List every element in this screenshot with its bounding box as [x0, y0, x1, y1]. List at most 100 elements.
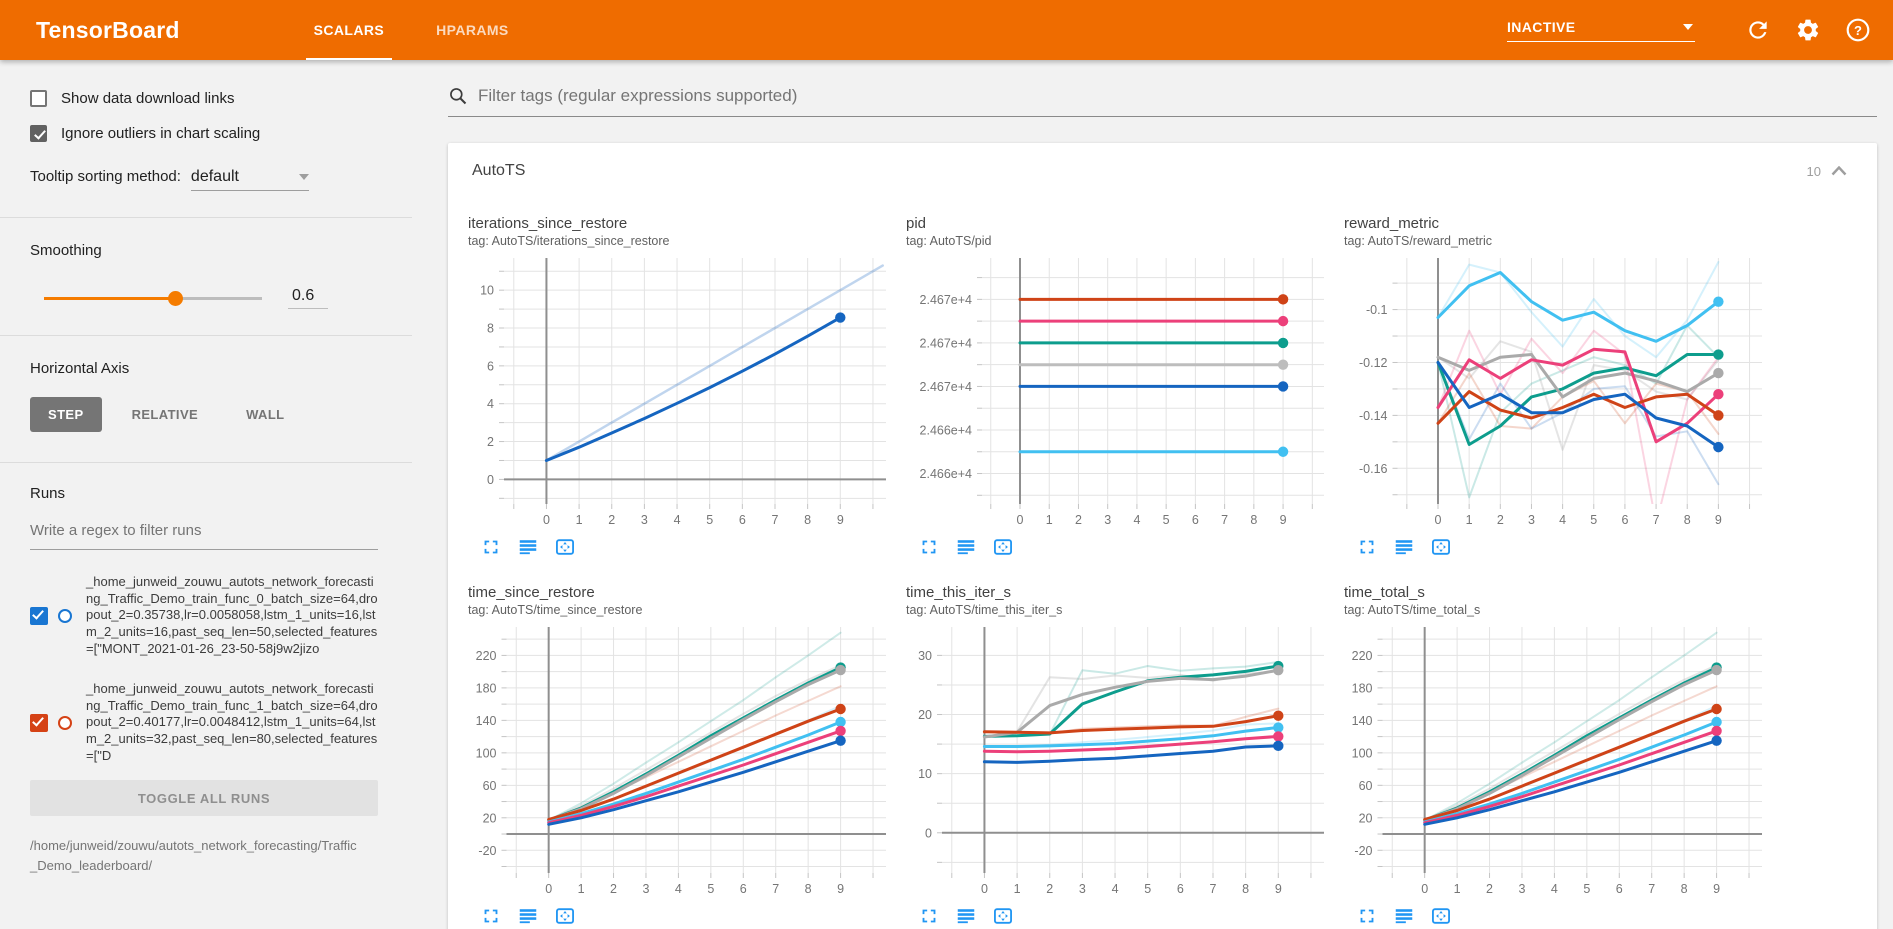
- divider: [0, 335, 412, 336]
- help-icon[interactable]: ?: [1845, 17, 1871, 43]
- chart-title: pid: [906, 215, 927, 232]
- run-radio-icon[interactable]: [58, 715, 72, 730]
- autots-section-header[interactable]: AutoTS 10: [448, 143, 1877, 199]
- chart-plot[interactable]: 0 10 20 30 0 1 2 3 4 5 6 7 8 9: [906, 623, 1330, 903]
- fullscreen-icon[interactable]: [918, 536, 940, 558]
- runs-list-icon[interactable]: [517, 905, 539, 927]
- svg-text:60: 60: [483, 779, 497, 793]
- svg-text:-0.16: -0.16: [1359, 462, 1388, 476]
- fit-domain-icon[interactable]: [1430, 536, 1452, 558]
- fit-domain-icon[interactable]: [992, 536, 1014, 558]
- run-checkbox-icon[interactable]: [30, 713, 48, 732]
- tooltip-sorting-select[interactable]: default: [190, 168, 309, 191]
- fit-domain-icon[interactable]: [1430, 905, 1452, 927]
- tab-hparams[interactable]: HPARAMS: [436, 22, 509, 38]
- smoothing-slider-fill: [44, 296, 175, 300]
- runs-list-icon[interactable]: [1393, 905, 1415, 927]
- toggle-all-runs-button[interactable]: TOGGLE ALL RUNS: [30, 780, 378, 817]
- svg-text:1: 1: [576, 513, 583, 527]
- logdir-path: /home/junweid/zouwu/autots_network_forec…: [30, 838, 357, 873]
- svg-text:20: 20: [1359, 811, 1373, 825]
- svg-text:8: 8: [804, 513, 811, 527]
- fit-domain-icon[interactable]: [554, 905, 576, 927]
- fullscreen-icon[interactable]: [480, 905, 502, 927]
- settings-sidebar: Show data download links Ignore outliers…: [0, 60, 412, 929]
- svg-text:2: 2: [487, 435, 494, 449]
- chart-title: time_since_restore: [468, 584, 595, 601]
- run-item[interactable]: _home_junweid_zouwu_autots_network_forec…: [30, 574, 378, 657]
- search-icon: [448, 86, 468, 106]
- axis-step-button[interactable]: STEP: [30, 397, 102, 432]
- runs-filter-input[interactable]: [30, 516, 378, 550]
- fit-domain-icon[interactable]: [992, 905, 1014, 927]
- refresh-icon[interactable]: [1745, 17, 1771, 43]
- svg-text:0: 0: [981, 882, 988, 896]
- tab-scalars[interactable]: SCALARS: [288, 0, 410, 60]
- chart-title: time_this_iter_s: [906, 584, 1012, 601]
- run-radio-icon[interactable]: [58, 608, 72, 623]
- svg-text:7: 7: [772, 513, 779, 527]
- tooltip-sorting-value: default: [190, 168, 239, 185]
- ignore-outliers-checkbox[interactable]: Ignore outliers in chart scaling: [30, 125, 378, 142]
- fullscreen-icon[interactable]: [480, 536, 502, 558]
- svg-text:8: 8: [1684, 513, 1691, 527]
- svg-text:0: 0: [1435, 513, 1442, 527]
- svg-text:1: 1: [1466, 513, 1473, 527]
- smoothing-slider[interactable]: [44, 290, 262, 306]
- smoothing-slider-thumb[interactable]: [167, 290, 183, 306]
- chart-toolbar: [468, 536, 894, 558]
- status-dropdown[interactable]: INACTIVE: [1507, 19, 1695, 42]
- divider: [0, 217, 412, 218]
- run-checkbox-icon[interactable]: [30, 606, 48, 625]
- chart-plot[interactable]: 2.467e+4 2.467e+4 2.467e+4 2.466e+4 2.466e+4…: [906, 254, 1330, 534]
- fullscreen-icon[interactable]: [1356, 536, 1378, 558]
- svg-text:10: 10: [480, 284, 494, 298]
- svg-text:6: 6: [1616, 882, 1623, 896]
- chart-plot[interactable]: -20 20 60 100 140 180 220 0 1 2 3 4 5 6 7 8 9: [1344, 623, 1768, 903]
- svg-text:5: 5: [1590, 513, 1597, 527]
- svg-text:220: 220: [476, 649, 497, 663]
- chart-title: time_total_s: [1344, 584, 1425, 601]
- tag-filter-input[interactable]: [478, 86, 1877, 106]
- chevron-up-icon[interactable]: [1831, 166, 1847, 176]
- svg-text:5: 5: [707, 882, 714, 896]
- checkbox-checked-icon[interactable]: [30, 125, 47, 142]
- chart-card-pid: pid tag: AutoTS/pid 2.467e+4 2.467e+4 2.46…: [906, 215, 1332, 558]
- runs-list-icon[interactable]: [1393, 536, 1415, 558]
- checkbox-label: Ignore outliers in chart scaling: [61, 125, 261, 142]
- svg-text:9: 9: [837, 882, 844, 896]
- chart-title: iterations_since_restore: [468, 215, 628, 232]
- svg-text:3: 3: [1518, 882, 1525, 896]
- run-item[interactable]: _home_junweid_zouwu_autots_network_forec…: [30, 681, 378, 764]
- svg-text:6: 6: [1621, 513, 1628, 527]
- svg-text:2.467e+4: 2.467e+4: [920, 380, 973, 394]
- settings-icon[interactable]: [1795, 17, 1821, 43]
- svg-text:3: 3: [1104, 513, 1111, 527]
- fit-domain-icon[interactable]: [554, 536, 576, 558]
- svg-text:2: 2: [1497, 513, 1504, 527]
- svg-text:6: 6: [740, 882, 747, 896]
- runs-list-icon[interactable]: [955, 905, 977, 927]
- chart-title: reward_metric: [1344, 215, 1440, 232]
- caret-down-icon: [298, 174, 309, 180]
- svg-text:220: 220: [1352, 649, 1373, 663]
- chart-card-reward-metric: reward_metric tag: AutoTS/reward_metric …: [1344, 215, 1770, 558]
- runs-list-icon[interactable]: [517, 536, 539, 558]
- runs-list-icon[interactable]: [955, 536, 977, 558]
- runs-label: Runs: [30, 485, 66, 502]
- show-download-links-checkbox[interactable]: Show data download links: [30, 90, 378, 107]
- chart-plot[interactable]: 0 2 4 6 8 10 0 1 2 3 4 5 6 7 8 9: [468, 254, 892, 534]
- svg-text:3: 3: [642, 882, 649, 896]
- axis-wall-button[interactable]: WALL: [246, 407, 285, 422]
- fullscreen-icon[interactable]: [918, 905, 940, 927]
- svg-text:2: 2: [1075, 513, 1082, 527]
- section-count-badge: 10: [1806, 163, 1821, 179]
- smoothing-value-input[interactable]: 0.6: [288, 287, 328, 309]
- svg-text:0: 0: [1421, 882, 1428, 896]
- axis-relative-button[interactable]: RELATIVE: [131, 407, 199, 422]
- checkbox-unchecked-icon[interactable]: [30, 90, 47, 107]
- chart-plot[interactable]: -20 20 60 100 140 180 220 0 1 2 3 4 5 6 7 8 9: [468, 623, 892, 903]
- svg-text:8: 8: [1681, 882, 1688, 896]
- chart-plot[interactable]: -0.1 -0.12 -0.14 -0.16 0 1 2 3 4 5 6 7 8 9: [1344, 254, 1768, 534]
- fullscreen-icon[interactable]: [1356, 905, 1378, 927]
